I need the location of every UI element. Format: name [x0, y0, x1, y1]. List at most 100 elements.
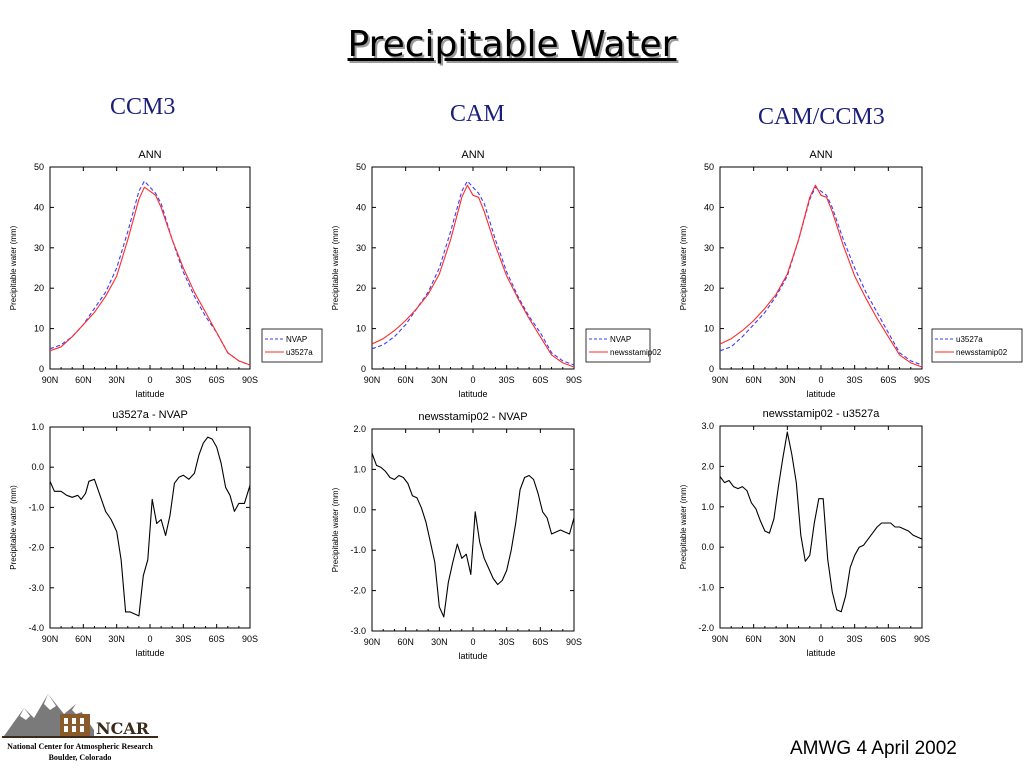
x-tick-label: 90S: [566, 375, 582, 385]
legend-label: u3527a: [286, 348, 313, 357]
y-tick-label: 1.0: [31, 422, 44, 432]
x-tick-label: 60S: [880, 634, 896, 644]
y-tick-label: 40: [356, 202, 366, 212]
chart-title: newsstamip02 - NVAP: [418, 411, 527, 423]
logo-line2: Boulder, Colorado: [49, 753, 112, 762]
y-tick-label: 20: [34, 283, 44, 293]
chart-title: ANN: [138, 149, 161, 161]
chart-cam-diff: newsstamip02 - NVAP 90N 60N 30N 0 30S 60S 90S -3…: [322, 400, 652, 668]
x-tick-label: 90S: [914, 634, 930, 644]
x-tick-label: 30S: [847, 375, 863, 385]
x-tick-label: 60N: [397, 637, 414, 647]
x-axis-label: latitude: [458, 651, 487, 661]
x-tick-label: 90S: [242, 375, 258, 385]
plot-frame: [719, 425, 923, 629]
y-tick-label: 0: [709, 364, 714, 374]
y-tick-label: -2.0: [350, 586, 366, 596]
y-tick-label: 40: [704, 202, 714, 212]
chart-ccm3-ann: ANN 90N 60N 30N 0 30S 60S 90S 0 10 20 30 40 50 latitud…: [0, 140, 330, 405]
x-tick-label: 90N: [42, 634, 59, 644]
y-tick-label: 30: [34, 243, 44, 253]
x-axis-label: latitude: [806, 648, 835, 658]
x-tick-label: 0: [147, 634, 152, 644]
plot-frame: [371, 166, 575, 370]
x-tick-label: 0: [818, 634, 823, 644]
y-tick-label: -1.0: [28, 502, 44, 512]
y-tick-label: 40: [34, 202, 44, 212]
legend-box: [585, 328, 651, 363]
slide-title: Precipitable Water: [347, 24, 677, 65]
x-tick-label: 90N: [364, 637, 381, 647]
x-tick-label: 30N: [779, 634, 796, 644]
x-tick-label: 30N: [431, 375, 448, 385]
y-tick-label: 10: [356, 324, 366, 334]
column-title-cam: CAM: [450, 101, 505, 127]
x-tick-label: 30N: [431, 637, 448, 647]
y-tick-label: -1.0: [350, 545, 366, 555]
x-tick-label: 60S: [532, 637, 548, 647]
x-tick-label: 0: [818, 375, 823, 385]
x-tick-label: 30N: [779, 375, 796, 385]
x-axis-label: latitude: [135, 648, 164, 658]
y-axis-label: Precipitable water (mm): [9, 225, 18, 310]
x-tick-label: 60S: [209, 634, 225, 644]
y-tick-label: 50: [356, 162, 366, 172]
legend-label: NVAP: [610, 335, 631, 344]
series-line-0: [49, 180, 251, 366]
y-tick-label: 10: [34, 324, 44, 334]
y-tick-label: -3.0: [350, 626, 366, 636]
legend-label: newsstamip02: [610, 348, 662, 357]
x-tick-label: 90N: [712, 634, 729, 644]
y-tick-label: 0: [361, 364, 366, 374]
y-tick-label: -2.0: [698, 623, 714, 633]
y-axis-label: Precipitable water (mm): [679, 225, 688, 310]
y-tick-label: 0.0: [353, 505, 366, 515]
y-tick-label: 3.0: [701, 421, 714, 431]
y-tick-label: 0: [39, 364, 44, 374]
x-tick-label: 90S: [242, 634, 258, 644]
y-tick-label: 20: [356, 283, 366, 293]
x-tick-label: 60S: [209, 375, 225, 385]
x-tick-label: 60N: [75, 375, 92, 385]
plot-frame: [371, 428, 575, 632]
series-line-1: [719, 184, 923, 368]
y-tick-label: 2.0: [353, 424, 366, 434]
x-tick-label: 30S: [175, 634, 191, 644]
chart-title: newsstamip02 - u3527a: [763, 408, 881, 420]
logo-line1: National Center for Atmospheric Research: [7, 742, 153, 751]
chart-title: ANN: [809, 149, 832, 161]
y-tick-label: -2.0: [28, 543, 44, 553]
x-tick-label: 90S: [566, 637, 582, 647]
x-tick-label: 0: [470, 637, 475, 647]
series-line-0: [371, 180, 575, 366]
x-tick-label: 60N: [745, 375, 762, 385]
legend-box: [931, 328, 1023, 363]
y-tick-label: 30: [356, 243, 366, 253]
x-tick-label: 30S: [175, 375, 191, 385]
y-tick-label: -3.0: [28, 583, 44, 593]
chart-camccm3-ann: ANN 90N 60N 30N 0 30S 60S 90S 0 10 20 30 40 50 latitud…: [679, 140, 1024, 405]
y-axis-label: Precipitable water (mm): [9, 485, 18, 570]
mountain-logo-icon: [2, 694, 158, 738]
series-line-1: [371, 184, 575, 368]
x-tick-label: 90N: [364, 375, 381, 385]
x-tick-label: 60N: [745, 634, 762, 644]
column-title-cam-ccm3: CAM/CCM3: [758, 104, 885, 130]
ncar-logo: NCAR National Center for Atmospheric Res…: [2, 690, 162, 766]
y-tick-label: -1.0: [698, 583, 714, 593]
legend-label: newsstamip02: [956, 348, 1008, 357]
x-tick-label: 90N: [712, 375, 729, 385]
x-axis-label: latitude: [135, 389, 164, 399]
y-tick-label: 30: [704, 243, 714, 253]
y-axis-label: Precipitable water (mm): [331, 487, 340, 572]
x-tick-label: 60N: [75, 634, 92, 644]
y-tick-label: 2.0: [701, 461, 714, 471]
x-tick-label: 0: [470, 375, 475, 385]
y-tick-label: 1.0: [353, 464, 366, 474]
y-tick-label: -4.0: [28, 623, 44, 633]
x-tick-label: 60S: [532, 375, 548, 385]
y-tick-label: 0.0: [31, 462, 44, 472]
chart-title: u3527a - NVAP: [112, 409, 188, 421]
x-axis-label: latitude: [806, 389, 835, 399]
legend-label: NVAP: [286, 335, 307, 344]
